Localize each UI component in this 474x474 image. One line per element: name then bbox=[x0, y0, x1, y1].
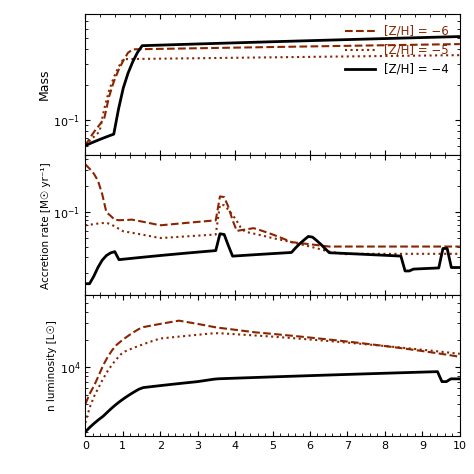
Y-axis label: Accretion rate [M☉ yr⁻¹]: Accretion rate [M☉ yr⁻¹] bbox=[41, 162, 51, 289]
Y-axis label: n luminosity [L☉]: n luminosity [L☉] bbox=[47, 320, 57, 411]
Y-axis label: Mass: Mass bbox=[37, 69, 51, 100]
Legend: [Z/H] = −6, [Z/H] = −5, [Z/H] = −4: [Z/H] = −6, [Z/H] = −5, [Z/H] = −4 bbox=[341, 20, 454, 81]
